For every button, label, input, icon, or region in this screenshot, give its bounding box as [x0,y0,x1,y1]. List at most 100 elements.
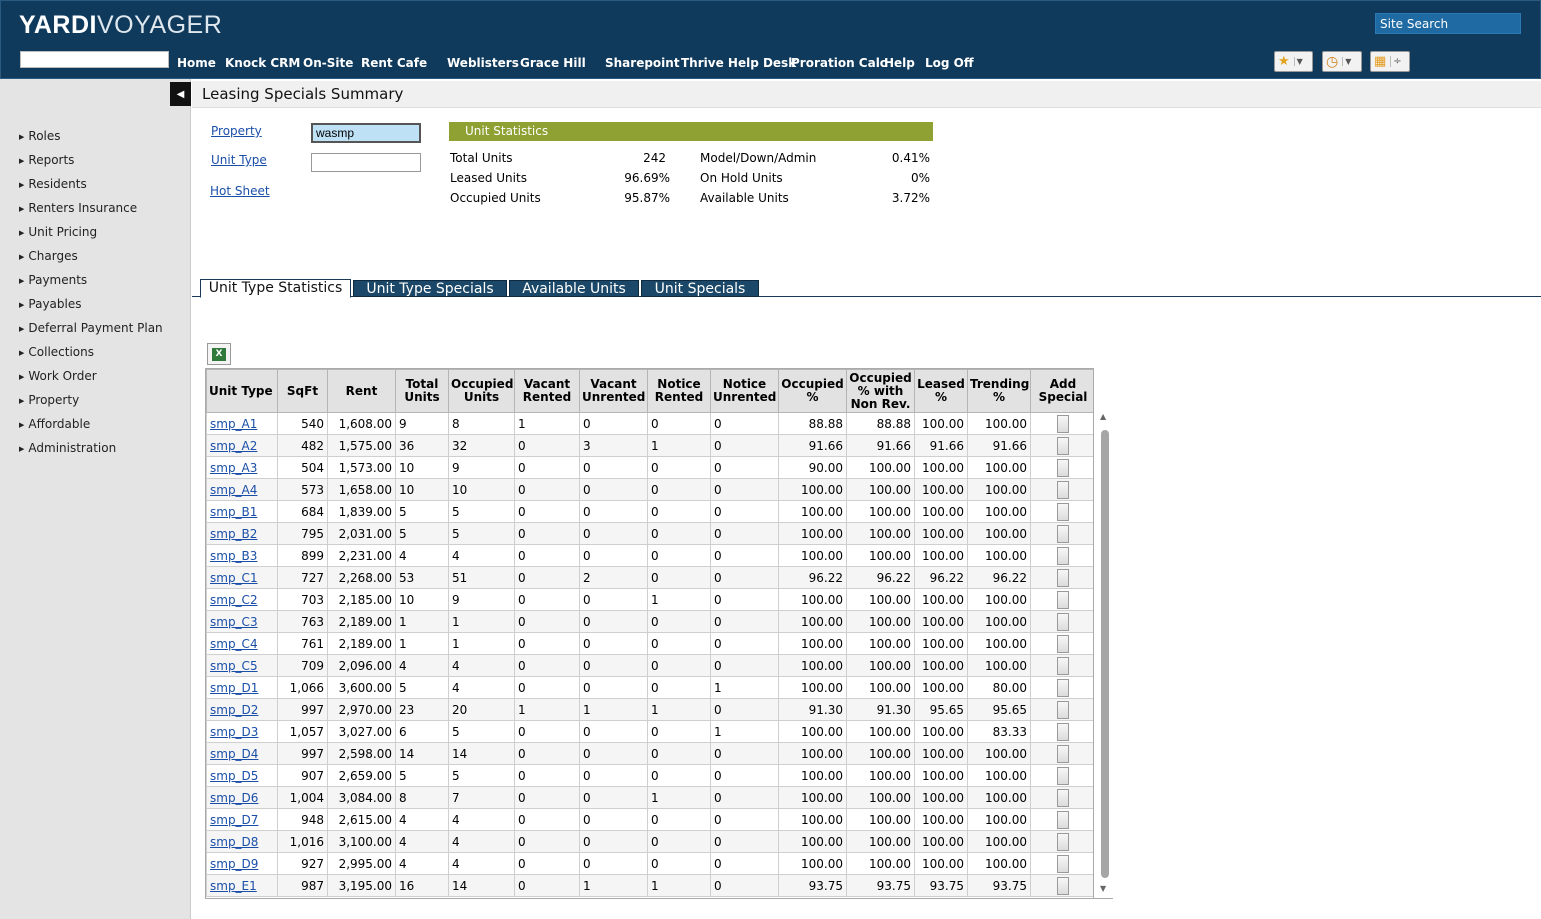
add-special-button[interactable] [1057,876,1069,895]
nav-knock-crm[interactable]: Knock CRM [225,56,301,70]
unit-type-link[interactable]: smp_D7 [206,808,278,831]
column-header[interactable]: Occupied Units [448,369,515,413]
column-header[interactable]: Rent [327,369,396,413]
unit-type-link[interactable]: smp_D4 [206,742,278,765]
unit-type-link[interactable]: smp_C4 [206,632,278,655]
nav-help[interactable]: Help [884,56,915,70]
scroll-thumb[interactable] [1101,430,1109,878]
nav-proration-calc[interactable]: Proration Calc [791,56,887,70]
unit-type-link[interactable]: smp_C3 [206,610,278,633]
grid-scrollbar[interactable]: ▲ ▼ [1098,412,1112,899]
unit-type-link-text[interactable]: smp_D5 [210,768,259,783]
site-search-input[interactable]: Site Search [1375,13,1521,34]
add-special-button[interactable] [1057,766,1069,785]
nav-grace-hill[interactable]: Grace Hill [520,56,586,70]
nav-home[interactable]: Home [177,56,216,70]
sidebar-item-administration[interactable]: ▶ Administration [19,441,117,455]
sidebar-item-residents[interactable]: ▶ Residents [19,177,87,191]
column-header[interactable]: Trending % [967,369,1031,413]
unit-type-link[interactable]: smp_D8 [206,830,278,853]
add-special-button[interactable] [1057,568,1069,587]
column-header[interactable]: Vacant Rented [514,369,580,413]
collapse-sidebar-button[interactable]: ◀ [170,82,191,106]
unit-type-link[interactable]: smp_B2 [206,522,278,545]
unit-type-link[interactable]: smp_E1 [206,874,278,897]
unit-type-link[interactable]: smp_D5 [206,764,278,787]
unit-type-link[interactable]: smp_D3 [206,720,278,743]
unit-type-input[interactable] [311,153,421,172]
sidebar-item-payments[interactable]: ▶ Payments [19,273,88,287]
unit-type-link[interactable]: smp_A2 [206,434,278,457]
tab-unit-type-statistics[interactable]: Unit Type Statistics [200,279,351,298]
sidebar-item-affordable[interactable]: ▶ Affordable [19,417,91,431]
unit-type-link[interactable]: smp_B3 [206,544,278,567]
hot-sheet-link[interactable]: Hot Sheet [210,184,270,198]
nav-rent-cafe[interactable]: Rent Cafe [361,56,428,70]
add-special-button[interactable] [1057,656,1069,675]
column-header[interactable]: Leased % [914,369,968,413]
add-special-button[interactable] [1057,722,1069,741]
unit-type-link-text[interactable]: smp_E1 [210,878,257,893]
add-special-button[interactable] [1057,744,1069,763]
unit-type-link-text[interactable]: smp_D4 [210,746,259,761]
unit-type-link-text[interactable]: smp_B1 [210,504,258,519]
unit-type-link[interactable]: smp_C2 [206,588,278,611]
tab-unit-specials[interactable]: Unit Specials [641,280,759,297]
unit-type-link-text[interactable]: smp_C5 [210,658,258,673]
yardi-voyager-logo[interactable]: YARDIVOYAGER [19,11,223,39]
unit-type-link[interactable]: smp_C5 [206,654,278,677]
property-link[interactable]: Property [211,124,262,138]
nav-log-off[interactable]: Log Off [925,56,974,70]
property-input[interactable] [311,123,421,143]
sidebar-item-renters-insurance[interactable]: ▶ Renters Insurance [19,201,138,215]
add-special-button[interactable] [1057,414,1069,433]
unit-type-link[interactable]: smp_A3 [206,456,278,479]
add-special-button[interactable] [1057,502,1069,521]
add-special-button[interactable] [1057,524,1069,543]
nav-sharepoint[interactable]: Sharepoint [605,56,680,70]
excel-export-button[interactable]: X [207,343,231,365]
unit-type-link[interactable]: smp_D6 [206,786,278,809]
column-header[interactable]: Notice Unrented [710,369,779,413]
add-special-button[interactable] [1057,480,1069,499]
column-header[interactable]: Occupied % with Non Rev. [846,369,915,413]
column-header[interactable]: Occupied % [778,369,847,413]
add-special-button[interactable] [1057,436,1069,455]
unit-type-link-text[interactable]: smp_A3 [210,460,258,475]
sidebar-item-payables[interactable]: ▶ Payables [19,297,82,311]
add-special-button[interactable] [1057,788,1069,807]
scroll-down-icon[interactable]: ▼ [1100,884,1107,893]
add-special-button[interactable] [1057,854,1069,873]
unit-type-link-text[interactable]: smp_C4 [210,636,258,651]
column-header[interactable]: Total Units [395,369,449,413]
unit-type-link[interactable]: smp_A1 [206,412,278,435]
tab-available-units[interactable]: Available Units [509,280,639,297]
unit-type-link-text[interactable]: smp_D2 [210,702,259,717]
add-special-button[interactable] [1057,458,1069,477]
sidebar-item-charges[interactable]: ▶ Charges [19,249,78,263]
unit-type-link-text[interactable]: smp_A2 [210,438,258,453]
add-special-button[interactable] [1057,678,1069,697]
column-header[interactable]: SqFt [277,369,328,413]
unit-type-link[interactable]: smp_D1 [206,676,278,699]
add-special-button[interactable] [1057,634,1069,653]
add-special-button[interactable] [1057,546,1069,565]
unit-type-link-text[interactable]: smp_B2 [210,526,258,541]
unit-type-link[interactable]: smp_D9 [206,852,278,875]
sidebar-item-roles[interactable]: ▶ Roles [19,129,61,143]
unit-type-link-text[interactable]: smp_D6 [210,790,259,805]
unit-type-link-text[interactable]: smp_C2 [210,592,258,607]
unit-type-link[interactable]: Unit Type [211,153,267,167]
unit-type-link-text[interactable]: smp_C1 [210,570,258,585]
add-special-button[interactable] [1057,810,1069,829]
column-header[interactable]: Unit Type [206,369,278,413]
add-special-button[interactable] [1057,590,1069,609]
recent-button[interactable]: ◷ ▼ [1322,51,1362,72]
unit-type-link-text[interactable]: smp_D3 [210,724,259,739]
sidebar-item-collections[interactable]: ▶ Collections [19,345,94,359]
scroll-up-icon[interactable]: ▲ [1100,412,1107,421]
add-special-button[interactable] [1057,832,1069,851]
sidebar-item-property[interactable]: ▶ Property [19,393,80,407]
favorites-button[interactable]: ★ ▼ [1274,51,1313,72]
unit-type-link-text[interactable]: smp_A4 [210,482,258,497]
